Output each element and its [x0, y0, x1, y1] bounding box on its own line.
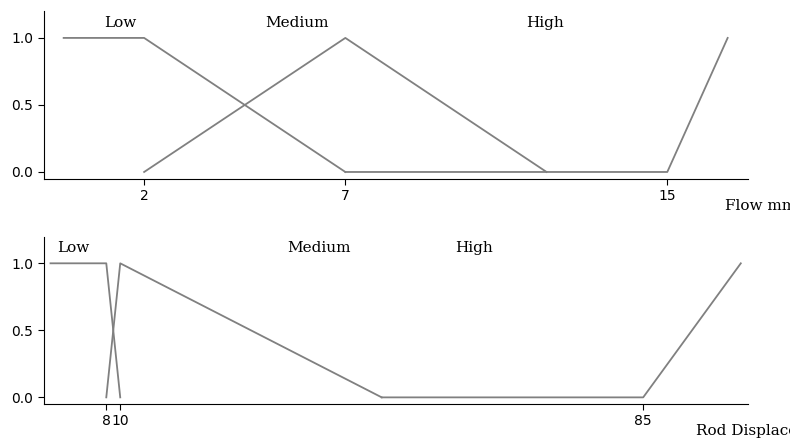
Text: Medium: Medium — [265, 16, 329, 30]
Text: Medium: Medium — [288, 241, 351, 255]
Text: Low: Low — [58, 241, 90, 255]
Text: High: High — [526, 16, 564, 30]
X-axis label: Flow mm³/ Sec: Flow mm³/ Sec — [725, 199, 790, 213]
X-axis label: Rod Displacement, mn: Rod Displacement, mn — [696, 424, 790, 438]
Text: High: High — [455, 241, 493, 255]
Text: Low: Low — [104, 16, 136, 30]
